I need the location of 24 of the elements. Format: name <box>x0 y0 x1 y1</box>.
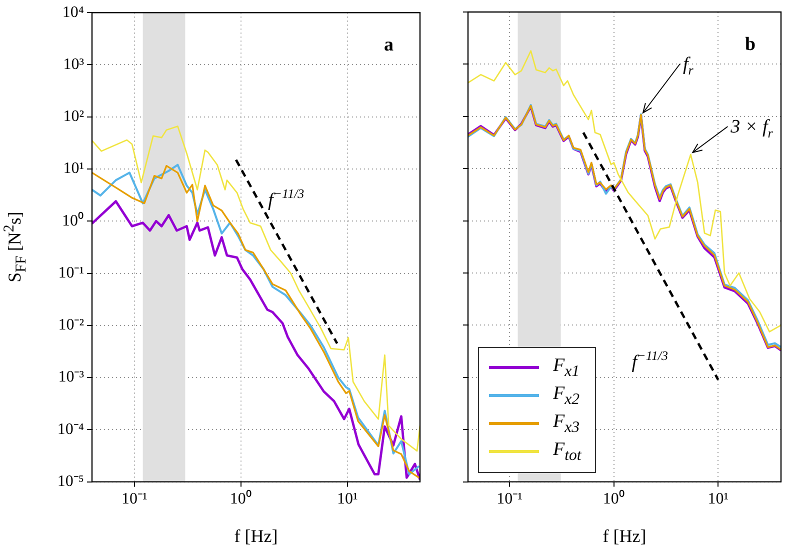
x-tick-label: 10¹ <box>708 490 729 508</box>
y-tick-label: 10⁻³ <box>58 368 84 386</box>
annotation: a <box>384 34 394 56</box>
legend-label: F$_{x2}$ <box>553 382 580 409</box>
x-axis-title: f [Hz] <box>233 526 279 547</box>
y-tick-label: 10⁰ <box>62 211 84 230</box>
legend-label: F$_{x1}$ <box>553 354 580 381</box>
y-tick-label: 10³ <box>63 56 84 73</box>
y-tick-label: 10² <box>63 108 84 126</box>
x-tick-label: 10⁰ <box>230 490 252 508</box>
y-tick-label: 10⁻⁴ <box>57 420 84 438</box>
y-tick-label: 10¹ <box>63 160 84 178</box>
y-tick-label: 10⁴ <box>62 4 84 21</box>
y-tick-label: 10⁻⁵ <box>57 473 84 490</box>
x-axis-title: f [Hz] <box>602 526 648 547</box>
legend-label: F$_{x3}$ <box>553 410 580 437</box>
x-tick-label: 10⁻¹ <box>121 490 148 508</box>
x-tick-label: 10⁰ <box>602 490 625 508</box>
x-tick-label: 10¹ <box>337 490 358 508</box>
y-tick-label: 10⁻² <box>58 316 84 334</box>
x-tick-label: 10⁻¹ <box>496 490 523 508</box>
legend-label: F$_{tot}$ <box>553 438 582 465</box>
y-tick-label: 10⁻¹ <box>58 264 84 282</box>
annotation: b <box>745 34 756 55</box>
